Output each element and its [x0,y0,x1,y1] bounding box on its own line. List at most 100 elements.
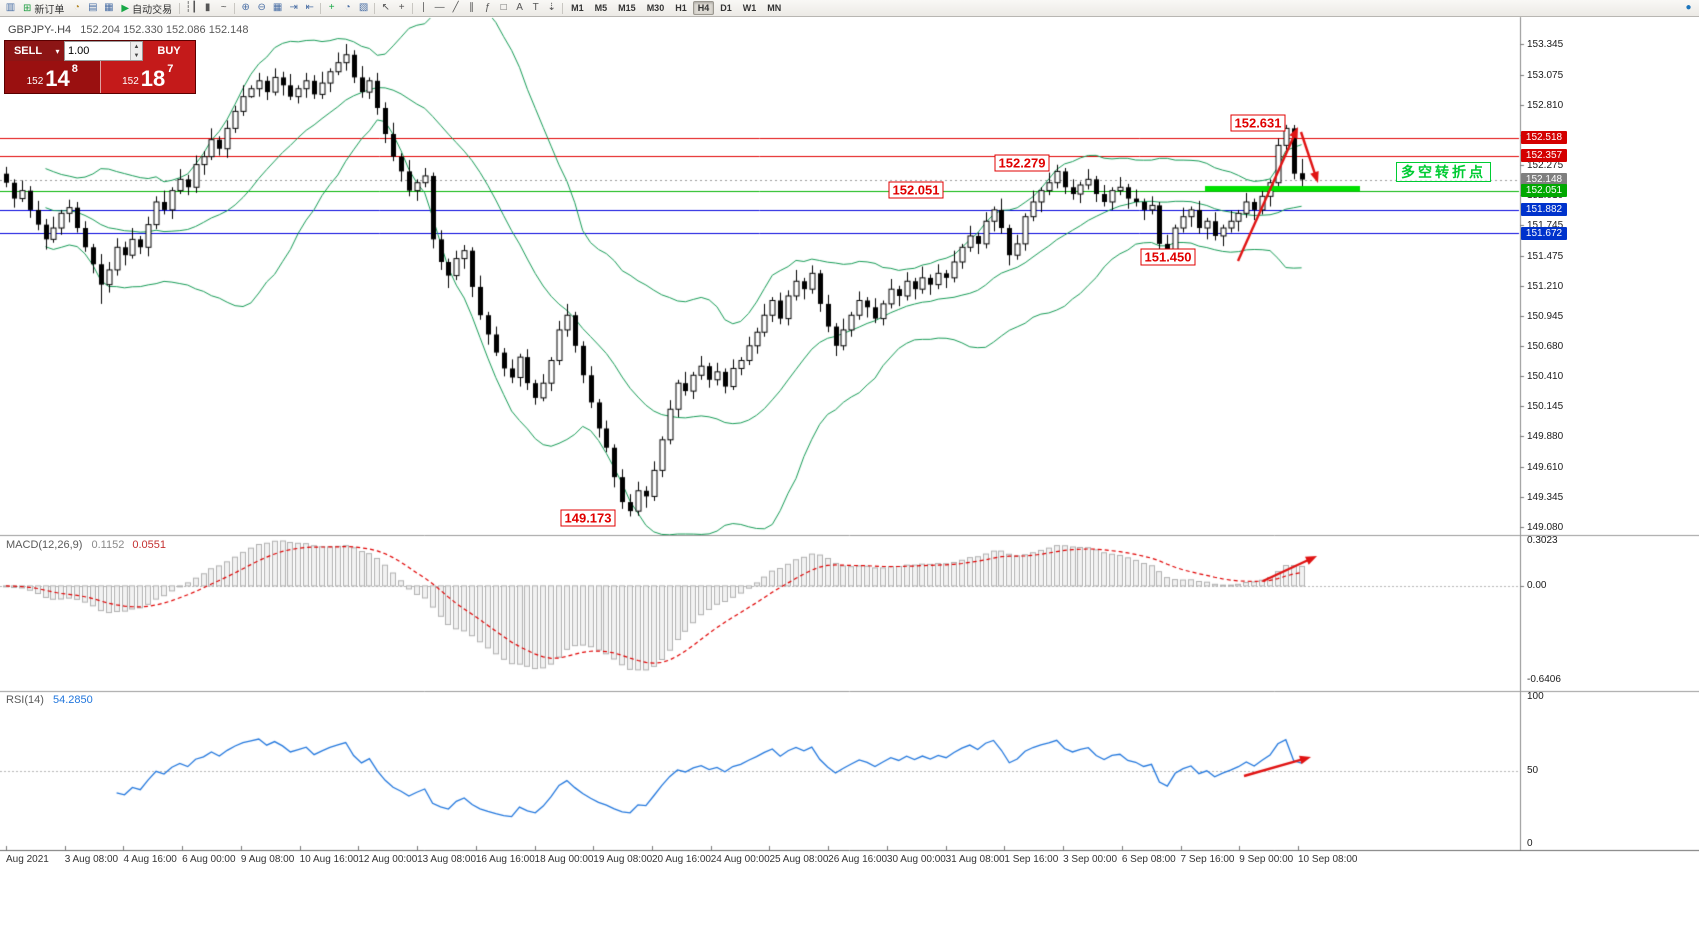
data-window-icon[interactable]: ▦ [101,1,116,16]
time-axis-label: 30 Aug 00:00 [886,854,946,865]
main-toolbar: ▥ ⊞ 新订单 ◔ ▤ ▦ ▶ 自动交易 ┆┃ ▮ ~ ⊕ ⊖ ▦ ⇥ ⇤ + ◔ ▧ ↖ + ∣ ― ╱ ∥ ƒ □ A T ⇣ M1 M5… [0,0,1699,17]
price-callout-149.173[interactable]: 149.173 [560,509,616,527]
rsi-value: 54.2850 [52,694,93,706]
timeframe-button-m15[interactable]: M15 [618,3,636,13]
alerts-icon[interactable]: ◔ [69,1,84,16]
indicators-add-icon-glyph: + [328,2,335,13]
toolbar-separator [374,2,376,14]
charts-grid-icon[interactable]: ▥ [3,1,18,16]
crosshair-icon[interactable]: + [394,1,409,16]
price-tick-label: 153.075 [1527,69,1564,81]
price-tick-label: 149.080 [1527,522,1564,533]
trendline-icon-glyph: ╱ [452,2,459,13]
price-callout-152.051[interactable]: 152.051 [888,181,944,199]
time-axis-label: 7 Sep 16:00 [1180,854,1235,865]
channel-icon[interactable]: ∥ [464,1,479,16]
periods-icon[interactable]: ◔ [340,1,355,16]
timeframe-button-h4[interactable]: H4 [692,1,715,15]
zoom-out-icon[interactable]: ⊖ [254,1,269,16]
templates-icon[interactable]: ▧ [356,1,371,16]
label-icon[interactable]: T [528,1,543,16]
vertical-line-icon-glyph: ∣ [421,2,427,13]
new-order-button[interactable]: ⊞ 新订单 [19,1,68,16]
text-icon-glyph: A [516,2,523,13]
time-axis-label: 18 Aug 00:00 [534,854,594,865]
macd-name: MACD(12,26,9) [6,539,83,551]
buy-price[interactable]: 152 18 7 [100,61,195,93]
text-icon[interactable]: A [512,1,527,16]
turning-point-note[interactable]: 多空转折点 [1396,162,1491,182]
bar-chart-icon[interactable]: ┆┃ [183,1,199,16]
time-axis-label: 19 Aug 08:00 [593,854,653,865]
price-callout-152.631[interactable]: 152.631 [1230,114,1286,132]
macd-indicator-label: MACD(12,26,9) 0.1152 0.0551 [6,539,166,551]
candlestick-chart-icon[interactable]: ▮ [200,1,215,16]
time-axis-label: 6 Sep 08:00 [1121,854,1176,865]
timeframe-button-w1[interactable]: W1 [742,3,757,13]
horizontal-line-icon[interactable]: ― [432,1,447,16]
price-tick-label: 153.345 [1527,39,1564,50]
trade-panel-prices: 152 14 8 152 18 7 [5,61,195,93]
chart-shift-icon[interactable]: ⇤ [302,1,317,16]
one-click-trading-panel: SELL ▾ ▲ ▼ BUY 152 14 8 [4,40,196,94]
trendline-icon[interactable]: ╱ [448,1,463,16]
macd-scale-label: 0.3023 [1527,535,1558,546]
volume-box: ▲ ▼ [64,41,143,61]
symbol-period-label: GBPJPY-.H4 [8,24,72,36]
community-icon[interactable]: ● [1681,1,1696,16]
price-callout-152.279[interactable]: 152.279 [994,154,1050,172]
timeframe-button-m5[interactable]: M5 [594,3,608,13]
fibonacci-icon-glyph: ƒ [484,2,491,13]
line-chart-icon[interactable]: ~ [216,1,231,16]
toolbar-separator [234,2,236,14]
zoom-out-icon-glyph: ⊖ [257,2,266,13]
label-icon-glyph: T [532,2,539,13]
community-icon-glyph: ● [1685,2,1692,13]
auto-scroll-icon[interactable]: ⇥ [286,1,301,16]
timeframe-button-d1[interactable]: D1 [720,3,732,13]
autotrade-button[interactable]: ▶ 自动交易 [117,1,176,16]
time-axis-label: 4 Aug 16:00 [123,854,177,865]
sell-price[interactable]: 152 14 8 [5,61,101,93]
chart-title: GBPJPY-.H4 152.204 152.330 152.086 152.1… [8,24,248,36]
buy-price-big: 18 [140,66,166,91]
horizontal-line-icon-glyph: ― [434,2,445,13]
shapes-icon[interactable]: □ [496,1,511,16]
fibonacci-icon[interactable]: ƒ [480,1,495,16]
channel-icon-glyph: ∥ [469,2,475,13]
time-axis-label: 24 Aug 00:00 [710,854,770,865]
cursor-icon[interactable]: ↖ [378,1,393,16]
zoom-in-icon[interactable]: ⊕ [238,1,253,16]
rsi-name: RSI(14) [6,694,44,706]
chart-shift-icon-glyph: ⇤ [305,2,314,13]
timeframe-button-m1[interactable]: M1 [571,3,584,13]
price-tick-label: 151.210 [1527,280,1564,292]
volume-decrease-button[interactable]: ▼ [131,51,142,60]
market-watch-icon[interactable]: ▤ [85,1,100,16]
ohlc-values: 152.204 152.330 152.086 152.148 [80,24,249,36]
line-chart-icon-glyph: ~ [220,2,227,13]
sell-button[interactable]: SELL [5,41,51,61]
vertical-line-icon[interactable]: ∣ [416,1,431,16]
sell-price-prefix: 152 [26,76,44,87]
timeframe-button-mn[interactable]: MN [767,3,782,13]
volume-options-dropdown[interactable]: ▾ [51,41,64,61]
price-tick-label: 151.475 [1527,250,1564,262]
volume-input[interactable] [65,42,130,60]
indicators-add-icon[interactable]: + [324,1,339,16]
timeframe-button-h1[interactable]: H1 [675,3,687,13]
arrow-tools-icon-glyph: ⇣ [547,2,556,13]
time-axis-label: 10 Sep 08:00 [1298,854,1358,865]
volume-increase-button[interactable]: ▲ [131,42,142,51]
rsi-scale-label: 100 [1527,691,1544,702]
arrow-tools-icon[interactable]: ⇣ [544,1,559,16]
time-axis-label: 3 Aug 08:00 [64,854,119,865]
tile-windows-icon[interactable]: ▦ [270,1,285,16]
time-axis-label: 10 Aug 16:00 [299,854,359,865]
price-callout-151.450[interactable]: 151.450 [1140,248,1196,266]
buy-button[interactable]: BUY [143,41,195,61]
time-axis-label: 6 Aug 00:00 [182,854,236,865]
alerts-icon-glyph: ◔ [73,2,80,13]
timeframe-button-m30[interactable]: M30 [646,3,665,13]
